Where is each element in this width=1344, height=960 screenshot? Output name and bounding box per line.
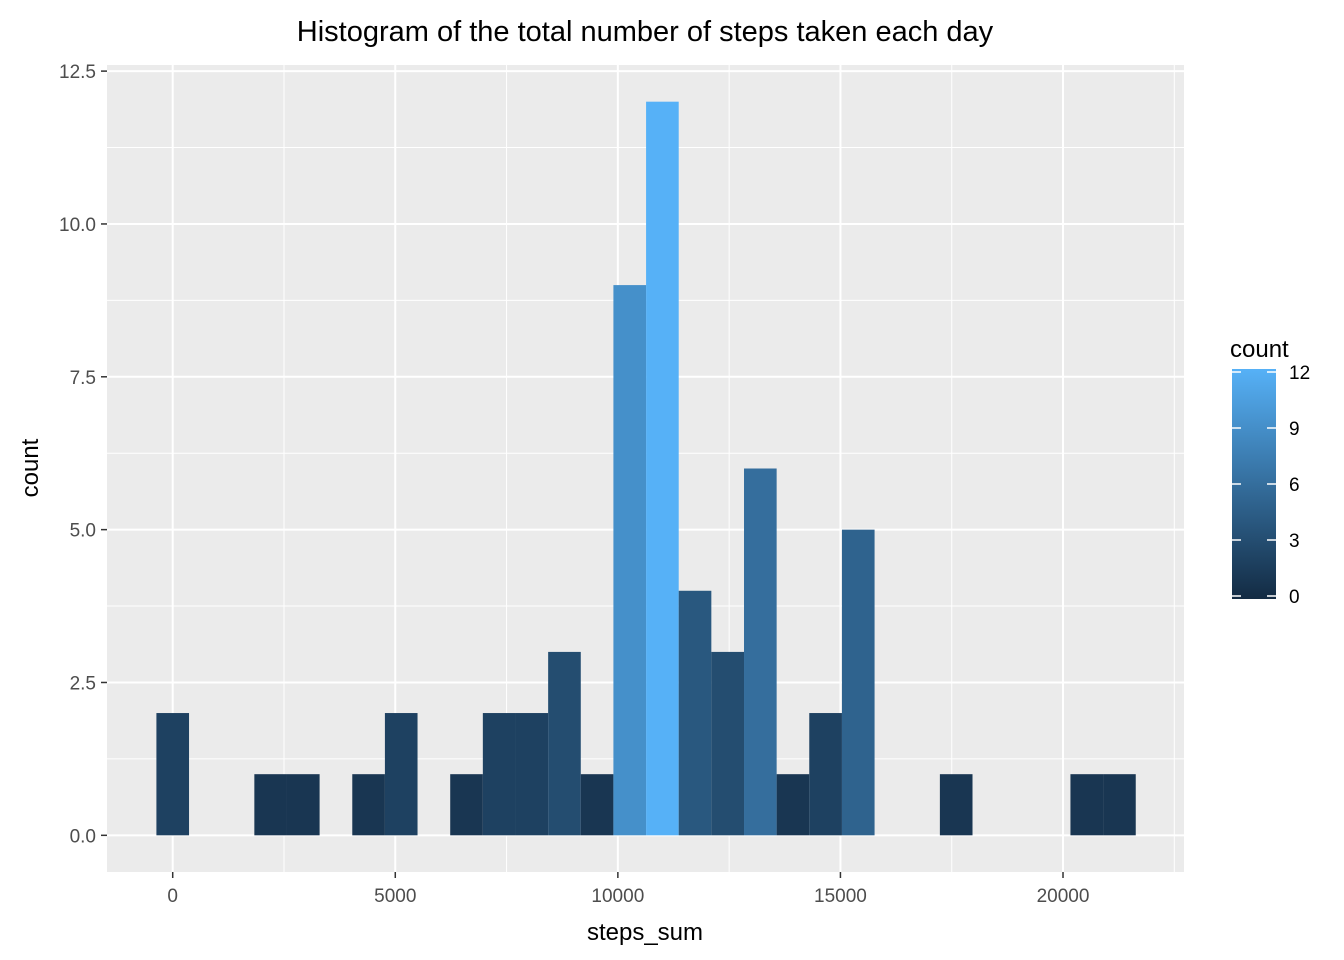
histogram-bar	[580, 774, 614, 836]
histogram-bars	[156, 101, 1136, 836]
histogram-bar	[450, 774, 483, 836]
fill-legend: count 0 3 6 9 12	[1230, 336, 1310, 608]
histogram-bar	[613, 285, 647, 836]
x-tick-label: 20000	[1037, 886, 1090, 907]
y-axis-title: count	[17, 438, 44, 497]
y-tick-label: 10.0	[59, 215, 96, 236]
y-tick-label: 5.0	[70, 521, 96, 542]
histogram-bar	[744, 468, 777, 836]
legend-title: count	[1230, 336, 1289, 363]
histogram-bar	[841, 529, 875, 836]
y-tick-label: 7.5	[70, 368, 96, 389]
legend-ticks: 0 3 6 9 12	[1232, 363, 1310, 608]
histogram-bar	[254, 774, 287, 836]
histogram-bar	[156, 713, 190, 836]
histogram-bar	[678, 590, 712, 836]
legend-tick-label: 0	[1289, 587, 1300, 608]
legend-tick-label: 6	[1289, 475, 1300, 496]
histogram-bar	[515, 713, 549, 836]
x-tick-label: 10000	[591, 886, 644, 907]
histogram-bar	[711, 651, 745, 836]
x-axis-title: steps_sum	[587, 919, 703, 946]
x-axis: 0 5000 10000 15000 20000	[167, 872, 1089, 907]
legend-tick-label: 12	[1289, 363, 1310, 384]
histogram-bar	[352, 774, 385, 836]
chart-title: Histogram of the total number of steps t…	[297, 16, 994, 48]
legend-tick-label: 9	[1289, 419, 1300, 440]
histogram-bar	[939, 774, 973, 836]
histogram-bar	[384, 713, 418, 836]
legend-tick-label: 3	[1289, 531, 1300, 552]
y-axis: 0.0 2.5 5.0 7.5 10.0 12.5	[59, 62, 107, 847]
y-tick-label: 12.5	[59, 62, 96, 83]
x-tick-label: 15000	[814, 886, 867, 907]
x-tick-label: 0	[167, 886, 178, 907]
histogram-bar	[776, 774, 810, 836]
histogram-bar	[809, 713, 842, 836]
y-tick-label: 2.5	[70, 673, 96, 694]
y-tick-label: 0.0	[70, 826, 96, 847]
histogram-bar	[482, 713, 516, 836]
x-tick-label: 5000	[374, 886, 416, 907]
histogram-bar	[646, 101, 679, 836]
histogram-bar	[1103, 774, 1136, 836]
histogram-bar	[548, 651, 581, 836]
histogram-bar	[286, 774, 320, 836]
histogram-bar	[1070, 774, 1104, 836]
